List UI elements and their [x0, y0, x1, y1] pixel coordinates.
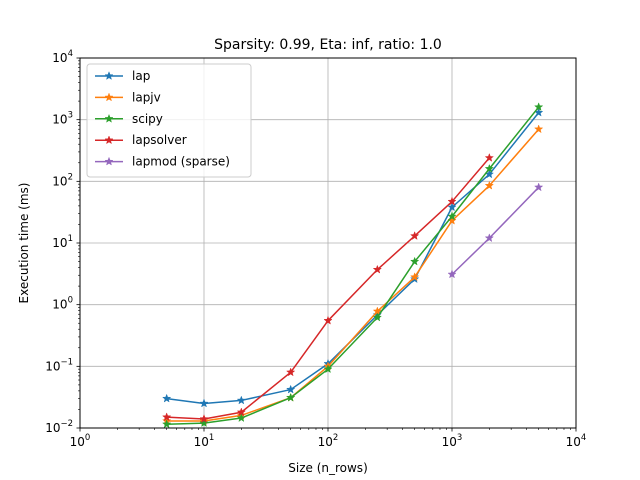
data-point-lapjv [534, 124, 544, 134]
data-point-scipy [534, 102, 544, 112]
data-point-lapmod-sparse [484, 233, 494, 243]
data-point-lapmod-sparse [447, 269, 457, 279]
data-point-lap [162, 393, 172, 403]
data-point-lapmod-sparse [534, 182, 544, 192]
data-point-scipy [372, 312, 383, 322]
data-point-scipy [236, 413, 246, 423]
series-scipy [162, 102, 544, 429]
legend: lap lapjv scipy lapsolver lapmod (sparse) [86, 63, 252, 178]
series-line-lapjv [166, 128, 540, 422]
data-point-lapsolver [199, 414, 209, 423]
data-point-scipy [162, 419, 172, 429]
series-line-scipy [166, 106, 540, 426]
data-point-lapsolver [236, 407, 246, 417]
legend-label: lapjv [132, 90, 161, 104]
series-lapmod-sparse [447, 182, 544, 279]
series-lapsolver [162, 152, 494, 423]
data-point-lapsolver [286, 367, 296, 377]
legend-marker-star-icon [104, 92, 114, 102]
y-tick-label: 101 [52, 234, 73, 250]
chart-title: Sparsity: 0.99, Eta: inf, ratio: 1.0 [214, 37, 442, 53]
legend-item-lapsolver: lapsolver [95, 133, 187, 147]
data-point-lap [236, 395, 246, 405]
data-point-lapsolver [372, 264, 383, 274]
data-point-scipy [447, 211, 457, 221]
data-point-scipy [323, 364, 333, 374]
ticks: 100 101 102 103 104 10−2 10−1 100 101 102 103 104 [45, 49, 586, 449]
x-tick-label: 101 [194, 433, 215, 449]
data-point-lap [447, 202, 457, 212]
data-point-lapsolver [447, 196, 457, 206]
legend-item-lapmod-sparse: lapmod (sparse) [95, 155, 230, 169]
legend-marker-star-icon [104, 156, 114, 166]
legend-marker-star-icon [104, 71, 114, 80]
x-tick-label: 104 [566, 433, 587, 449]
data-point-lap [199, 398, 209, 408]
legend-item-lapjv: lapjv [95, 90, 161, 104]
data-point-lap [286, 384, 296, 394]
x-tick-label: 103 [442, 433, 463, 449]
legend-box [86, 63, 252, 178]
y-tick-label: 102 [52, 172, 73, 188]
legend-item-scipy: scipy [95, 112, 163, 126]
legend-label: lapsolver [132, 133, 187, 147]
legend-label: lap [132, 69, 150, 83]
data-point-scipy [410, 256, 420, 266]
data-point-lapsolver [484, 152, 494, 162]
data-point-lapsolver [323, 315, 333, 325]
y-tick-label: 100 [52, 296, 73, 312]
data-point-scipy [286, 392, 296, 402]
y-axis-label: Execution time (ms) [17, 183, 31, 304]
data-point-lapsolver [162, 412, 172, 422]
legend-label: scipy [132, 112, 163, 126]
legend-label: lapmod (sparse) [132, 155, 230, 169]
legend-item-lap: lap [95, 69, 150, 83]
y-tick-label: 10−1 [45, 357, 73, 373]
data-point-lapjv [410, 272, 420, 282]
y-tick-label: 103 [52, 111, 73, 127]
x-axis-label: Size (n_rows) [288, 461, 368, 475]
data-point-scipy [199, 418, 209, 428]
data-point-lapjv [484, 180, 494, 190]
y-tick-label: 104 [52, 49, 73, 65]
x-tick-label: 100 [70, 433, 91, 449]
legend-marker-star-icon [104, 135, 114, 145]
data-point-lapsolver [410, 231, 420, 240]
legend-marker-star-icon [104, 113, 114, 123]
y-tick-label: 10−2 [45, 419, 73, 435]
data-point-scipy [484, 163, 494, 173]
x-tick-label: 102 [318, 433, 339, 449]
series-layer [162, 102, 544, 429]
